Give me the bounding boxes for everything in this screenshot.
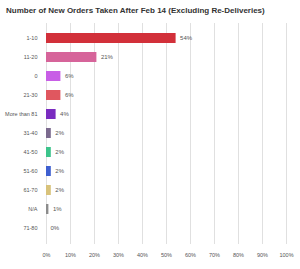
svg-text:1-10: 1-10 xyxy=(26,35,37,41)
svg-text:71-80: 71-80 xyxy=(23,225,37,231)
svg-text:50%: 50% xyxy=(161,252,172,258)
svg-text:0: 0 xyxy=(34,73,37,79)
svg-text:41-50: 41-50 xyxy=(23,149,37,155)
svg-text:80%: 80% xyxy=(233,252,244,258)
svg-text:10%: 10% xyxy=(65,252,76,258)
svg-text:21%: 21% xyxy=(101,54,114,60)
svg-text:2%: 2% xyxy=(55,149,64,155)
svg-text:90%: 90% xyxy=(257,252,268,258)
svg-text:20%: 20% xyxy=(89,252,100,258)
svg-text:2%: 2% xyxy=(55,187,64,193)
svg-text:100%: 100% xyxy=(279,252,293,258)
svg-text:21-30: 21-30 xyxy=(23,92,37,98)
svg-text:40%: 40% xyxy=(137,252,148,258)
html-text:Number of New Orders Taken Aft: Number of New Orders Taken After Feb 14 … xyxy=(6,6,265,15)
svg-text:0%: 0% xyxy=(43,252,51,258)
svg-text:31-40: 31-40 xyxy=(23,130,37,136)
svg-text:N/A: N/A xyxy=(28,206,38,212)
svg-text:11-20: 11-20 xyxy=(24,54,38,60)
svg-text:30%: 30% xyxy=(113,252,124,258)
svg-text:54%: 54% xyxy=(180,35,193,41)
svg-text:More than 81: More than 81 xyxy=(5,111,37,117)
svg-text:4%: 4% xyxy=(60,111,69,117)
svg-text:6%: 6% xyxy=(65,73,74,79)
svg-text:60%: 60% xyxy=(185,252,196,258)
svg-text:0%: 0% xyxy=(51,225,60,231)
svg-text:2%: 2% xyxy=(55,168,64,174)
svg-text:70%: 70% xyxy=(209,252,220,258)
svg-text:61-70: 61-70 xyxy=(23,187,37,193)
svg-text:1%: 1% xyxy=(53,206,62,212)
svg-text:51-60: 51-60 xyxy=(23,168,37,174)
svg-text:2%: 2% xyxy=(55,130,64,136)
svg-text:6%: 6% xyxy=(65,92,74,98)
